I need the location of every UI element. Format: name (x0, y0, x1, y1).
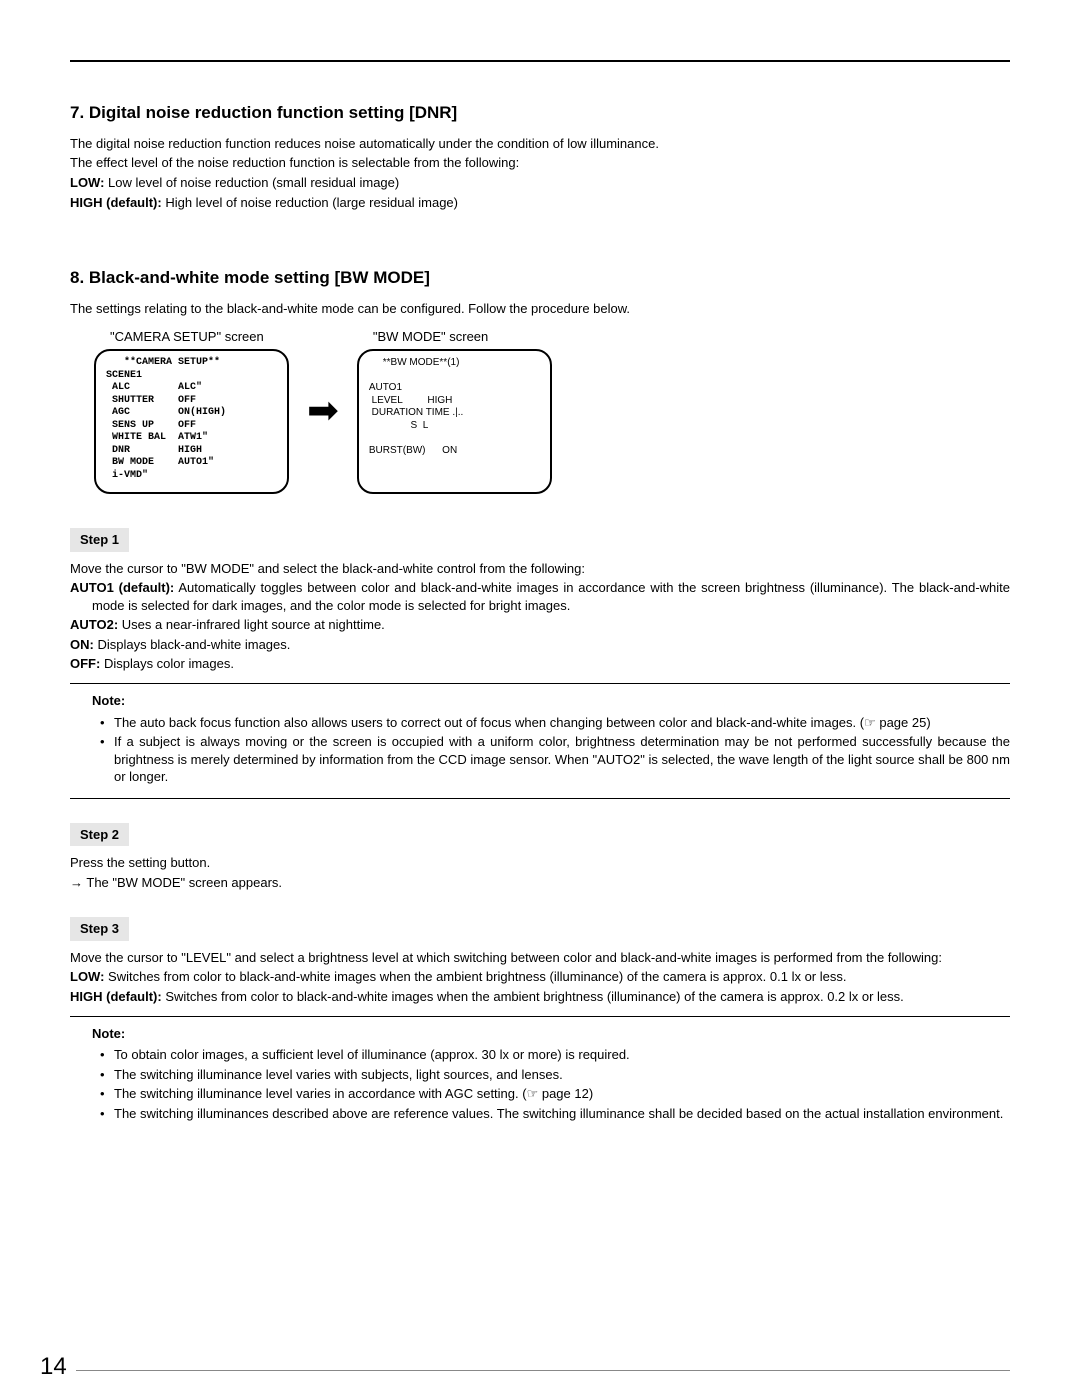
note2-bullet-2: The switching illuminance level varies w… (100, 1066, 1010, 1084)
section-7-heading: 7. Digital noise reduction function sett… (70, 102, 1010, 125)
step1-intro: Move the cursor to "BW MODE" and select … (70, 560, 1010, 578)
step-1-label: Step 1 (70, 528, 129, 552)
off-label: OFF: (70, 656, 100, 671)
auto2-text: Uses a near-infrared light source at nig… (118, 617, 385, 632)
note-1-list: The auto back focus function also allows… (70, 714, 1010, 786)
off-text: Displays color images. (100, 656, 234, 671)
step-3-label: Step 3 (70, 917, 129, 941)
bw-mode-screen: **BW MODE**(1) AUTO1 LEVEL HIGH DURATION… (357, 349, 552, 494)
low-label: LOW: (70, 175, 104, 190)
screens-row: "CAMERA SETUP" screen **CAMERA SETUP** S… (94, 328, 1010, 495)
note2-bullet-3: The switching illuminance level varies i… (100, 1085, 1010, 1103)
screen2-col: "BW MODE" screen **BW MODE**(1) AUTO1 LE… (357, 328, 552, 495)
on-text: Displays black-and-white images. (94, 637, 291, 652)
section-7-p1: The digital noise reduction function red… (70, 135, 1010, 153)
camera-setup-screen: **CAMERA SETUP** SCENE1 ALC ALC" SHUTTER… (94, 349, 289, 494)
note-2-title: Note: (70, 1025, 1010, 1043)
note1-bullet-1: The auto back focus function also allows… (100, 714, 1010, 732)
note-2-block: Note: To obtain color images, a sufficie… (70, 1016, 1010, 1135)
auto1-label: AUTO1 (default): (70, 580, 174, 595)
step3-low-text: Switches from color to black-and-white i… (104, 969, 846, 984)
arrow-right-icon: ➡ (307, 392, 339, 430)
step1-off: OFF: Displays color images. (70, 655, 1010, 673)
note-2-list: To obtain color images, a sufficient lev… (70, 1046, 1010, 1122)
on-label: ON: (70, 637, 94, 652)
section-7-low: LOW: Low level of noise reduction (small… (70, 174, 1010, 192)
auto2-label: AUTO2: (70, 617, 118, 632)
step1-auto2: AUTO2: Uses a near-infrared light source… (70, 616, 1010, 634)
section-8-heading: 8. Black-and-white mode setting [BW MODE… (70, 267, 1010, 290)
step3-high-label: HIGH (default): (70, 989, 162, 1004)
screen2-label: "BW MODE" screen (373, 328, 552, 346)
step3-low-label: LOW: (70, 969, 104, 984)
high-text: High level of noise reduction (large res… (162, 195, 458, 210)
note2-bullet-1: To obtain color images, a sufficient lev… (100, 1046, 1010, 1064)
screen1-col: "CAMERA SETUP" screen **CAMERA SETUP** S… (94, 328, 289, 495)
note-1-title: Note: (70, 692, 1010, 710)
screen1-label: "CAMERA SETUP" screen (110, 328, 289, 346)
footer-line (76, 1370, 1010, 1371)
step3-high-text: Switches from color to black-and-white i… (162, 989, 904, 1004)
section-8-intro: The settings relating to the black-and-w… (70, 300, 1010, 318)
low-text: Low level of noise reduction (small resi… (104, 175, 399, 190)
top-horizontal-rule (70, 60, 1010, 62)
step-2-label: Step 2 (70, 823, 129, 847)
section-7-p2: The effect level of the noise reduction … (70, 154, 1010, 172)
note2-bullet-4: The switching illuminances described abo… (100, 1105, 1010, 1123)
note-1-block: Note: The auto back focus function also … (70, 683, 1010, 799)
step3-high: HIGH (default): Switches from color to b… (70, 988, 1010, 1006)
step2-p1: Press the setting button. (70, 854, 1010, 872)
note1-bullet-2: If a subject is always moving or the scr… (100, 733, 1010, 786)
high-label: HIGH (default): (70, 195, 162, 210)
step1-on: ON: Displays black-and-white images. (70, 636, 1010, 654)
step3-low: LOW: Switches from color to black-and-wh… (70, 968, 1010, 986)
step1-auto1: AUTO1 (default): Automatically toggles b… (70, 579, 1010, 614)
auto1-text: Automatically toggles between color and … (92, 580, 1010, 613)
step2-p2: → The "BW MODE" screen appears. (70, 874, 1010, 892)
page-number: 14 (40, 1351, 67, 1383)
section-7-high: HIGH (default): High level of noise redu… (70, 194, 1010, 212)
step3-intro: Move the cursor to "LEVEL" and select a … (70, 949, 1010, 967)
